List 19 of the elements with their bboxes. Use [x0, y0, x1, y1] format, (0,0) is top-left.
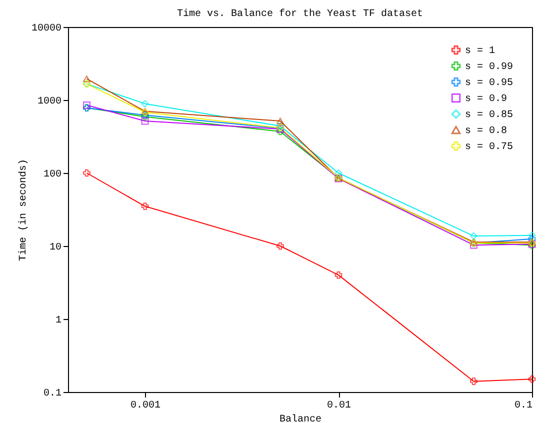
legend-label: s = 0.99 — [465, 62, 514, 73]
y-axis-title: Time (in seconds) — [17, 158, 30, 262]
y-tick-label: 1 — [55, 316, 62, 326]
legend-label: s = 0.75 — [465, 142, 514, 153]
y-tick-label: 1000 — [37, 96, 62, 108]
legend-label: s = 1 — [465, 46, 496, 57]
x-axis-title: Balance — [279, 414, 322, 423]
legend-label: s = 0.8 — [465, 126, 508, 137]
y-tick-label: 10000 — [31, 24, 62, 34]
y-tick-label: 10 — [49, 242, 62, 254]
y-tick-label: 100 — [43, 170, 62, 180]
x-tick-label: 0.001 — [130, 400, 161, 412]
x-tick-label: 0.01 — [326, 400, 352, 412]
x-tick-label: 0.1 — [514, 400, 532, 412]
legend-label: s = 0.85 — [465, 110, 514, 121]
chart-title: Time vs. Balance for the Yeast TF dataset — [176, 8, 424, 20]
y-tick-label: 0.1 — [43, 388, 62, 400]
legend-label: s = 0.9 — [465, 94, 508, 105]
legend-label: s = 0.95 — [465, 78, 514, 89]
